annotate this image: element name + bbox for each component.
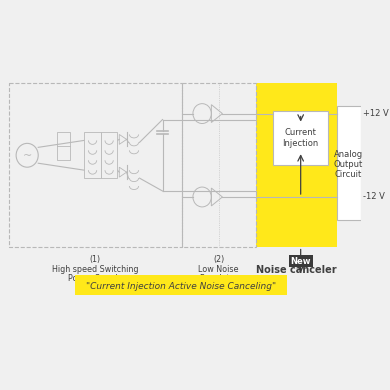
Text: High speed Switching: High speed Switching [52,264,138,273]
Bar [273,111,328,165]
Bar [84,133,101,178]
Text: Analog: Analog [334,150,363,159]
Bar [101,133,117,178]
Text: Noise canceler: Noise canceler [256,264,337,275]
Text: Low Noise: Low Noise [199,264,239,273]
Bar [337,106,360,220]
Text: Output: Output [334,160,363,169]
Bar [57,133,69,160]
Bar [255,83,337,246]
Text: New: New [291,257,311,266]
Bar [75,275,287,295]
Bar [9,83,182,246]
Bar [182,83,255,246]
Text: Regulator: Regulator [199,275,238,284]
Text: +12 V: +12 V [363,109,389,118]
Text: (3): (3) [291,255,301,264]
Text: (1): (1) [90,255,101,264]
Text: -12 V: -12 V [363,193,385,202]
Text: Circuit: Circuit [335,170,362,179]
Text: (2): (2) [213,255,224,264]
Text: "Current Injection Active Noise Canceling": "Current Injection Active Noise Cancelin… [86,282,276,291]
Text: Current
Injection: Current Injection [282,128,319,148]
Text: ~: ~ [23,151,32,161]
Text: Power Supply: Power Supply [68,275,122,284]
Bar [289,255,313,268]
